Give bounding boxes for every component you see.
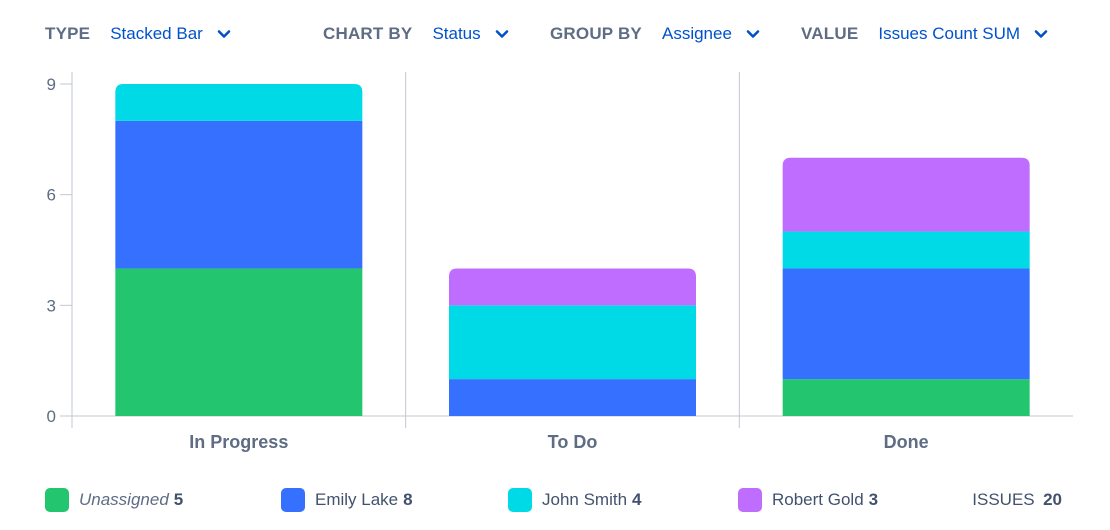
chart-by-control: CHART BY Status (323, 24, 509, 44)
legend-name: John Smith (542, 490, 628, 509)
type-control: TYPE Stacked Bar (45, 24, 231, 44)
group-by-control: GROUP BY Assignee (550, 24, 760, 44)
type-label: TYPE (45, 24, 91, 43)
legend-item-john-smith[interactable]: John Smith 4 (508, 488, 642, 512)
bar-segment-to-do-john-smith[interactable] (449, 305, 696, 380)
legend-count: 8 (403, 490, 413, 509)
chart-by-label: CHART BY (323, 24, 413, 43)
bar-segment-to-do-emily-lake[interactable] (449, 379, 696, 416)
legend-swatch (738, 488, 762, 512)
legend-item-unassigned[interactable]: Unassigned 5 (45, 488, 183, 512)
chevron-down-icon[interactable] (217, 27, 231, 41)
value-label: VALUE (801, 24, 859, 43)
bar-segment-done-emily-lake[interactable] (782, 268, 1030, 380)
legend-count: 3 (868, 490, 879, 509)
bar-segment-done-unassigned[interactable] (782, 379, 1030, 416)
group-by-dropdown[interactable]: Assignee (661, 24, 732, 43)
type-dropdown[interactable]: Stacked Bar (110, 24, 203, 43)
bar-segment-in-progress-john-smith[interactable] (115, 84, 363, 121)
bar-segment-in-progress-emily-lake[interactable] (115, 120, 363, 269)
legend-swatch (281, 488, 305, 512)
issues-total-label: ISSUES (972, 490, 1035, 509)
chevron-down-icon[interactable] (495, 27, 509, 41)
chevron-down-icon[interactable] (1034, 27, 1048, 41)
issues-total-value: 20 (1043, 490, 1062, 509)
bar-segment-in-progress-unassigned[interactable] (115, 268, 363, 416)
legend-count: 5 (173, 490, 184, 509)
y-tick-label: 0 (47, 407, 56, 426)
legend-item-robert-gold[interactable]: Robert Gold 3 (738, 488, 878, 512)
y-tick-label: 3 (47, 296, 56, 315)
bar-segment-to-do-robert-gold[interactable] (449, 268, 696, 306)
value-control: VALUE Issues Count SUM (801, 24, 1048, 44)
x-tick-label: In Progress (189, 432, 288, 452)
legend-name: Robert Gold (772, 490, 864, 509)
issues-total: ISSUES 20 (972, 490, 1062, 510)
legend-item-emily-lake[interactable]: Emily Lake 8 (281, 488, 413, 512)
stacked-bar-chart: 0 3 6 9 In Progress To Do Done (47, 72, 1073, 452)
legend-count: 4 (632, 490, 642, 509)
legend-name: Unassigned (79, 490, 169, 509)
legend-name: Emily Lake (315, 490, 399, 509)
chart-by-dropdown[interactable]: Status (432, 24, 481, 43)
x-tick-label: Done (884, 432, 929, 452)
value-dropdown[interactable]: Issues Count SUM (878, 24, 1021, 43)
legend-swatch (508, 488, 532, 512)
legend-swatch (45, 488, 69, 512)
x-tick-label: To Do (548, 432, 598, 452)
bar-segment-done-robert-gold[interactable] (782, 157, 1030, 232)
group-by-label: GROUP BY (550, 24, 642, 43)
chart-toolbar: TYPE Stacked Bar CHART BY Status GROUP B… (0, 0, 1110, 72)
y-tick-label: 9 (47, 75, 56, 94)
chevron-down-icon[interactable] (746, 27, 760, 41)
bar-segment-done-john-smith[interactable] (782, 231, 1030, 269)
y-tick-label: 6 (47, 186, 56, 205)
